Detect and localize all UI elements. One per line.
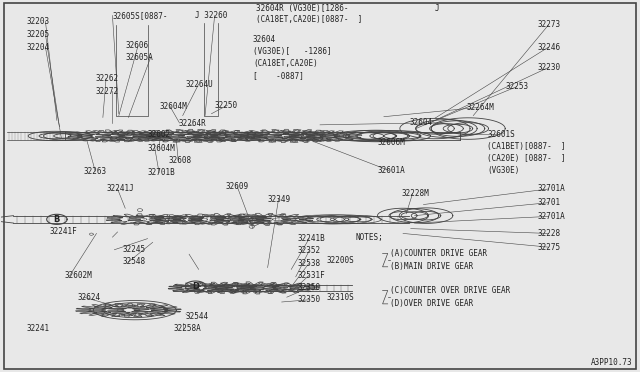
Text: 32604M: 32604M bbox=[148, 144, 175, 153]
Text: (CA18ET,CA20E)[0887-  ]: (CA18ET,CA20E)[0887- ] bbox=[256, 15, 362, 24]
Text: 32272: 32272 bbox=[95, 87, 118, 96]
Text: (CA20E) [0887-  ]: (CA20E) [0887- ] bbox=[487, 154, 566, 163]
Text: (D)OVER DRIVE GEAR: (D)OVER DRIVE GEAR bbox=[390, 299, 474, 308]
Text: 32538: 32538 bbox=[298, 259, 321, 267]
Text: 32230: 32230 bbox=[537, 63, 560, 72]
Text: (A)COUNTER DRIVE GEAR: (A)COUNTER DRIVE GEAR bbox=[390, 249, 488, 258]
Text: 32605A: 32605A bbox=[125, 52, 153, 61]
Text: 32241F: 32241F bbox=[49, 227, 77, 237]
Text: 32604M: 32604M bbox=[159, 102, 187, 111]
Text: 32253: 32253 bbox=[505, 82, 529, 91]
Text: 32204: 32204 bbox=[26, 42, 49, 51]
Text: J: J bbox=[435, 4, 440, 13]
Text: 32275: 32275 bbox=[537, 243, 560, 251]
Text: 32241: 32241 bbox=[26, 324, 49, 333]
Text: B: B bbox=[54, 215, 60, 224]
Text: 32701: 32701 bbox=[537, 198, 560, 207]
Text: NOTES;: NOTES; bbox=[355, 232, 383, 242]
Text: J 32260: J 32260 bbox=[195, 11, 228, 20]
Text: 32205: 32205 bbox=[26, 29, 49, 39]
Text: 32544: 32544 bbox=[186, 312, 209, 321]
Text: 32250: 32250 bbox=[214, 101, 237, 110]
Text: 32606: 32606 bbox=[125, 41, 148, 50]
Text: 32228M: 32228M bbox=[402, 189, 429, 198]
Text: 32609: 32609 bbox=[225, 182, 248, 190]
Text: 32310S: 32310S bbox=[326, 293, 354, 302]
Text: 32241J: 32241J bbox=[106, 185, 134, 193]
Text: 32203: 32203 bbox=[26, 17, 49, 26]
Text: (C)COUNTER OVER DRIVE GEAR: (C)COUNTER OVER DRIVE GEAR bbox=[390, 286, 511, 295]
Text: 32531F: 32531F bbox=[298, 271, 325, 280]
Text: 32350: 32350 bbox=[298, 283, 321, 292]
Text: 32602: 32602 bbox=[148, 130, 171, 140]
Text: 32258A: 32258A bbox=[173, 324, 201, 333]
Text: [    -0887]: [ -0887] bbox=[253, 71, 304, 80]
Text: 32606M: 32606M bbox=[378, 138, 405, 147]
Text: (VG30E): (VG30E) bbox=[487, 166, 520, 175]
Text: 32241B: 32241B bbox=[298, 234, 325, 243]
Text: (VG30E)[   -1286]: (VG30E)[ -1286] bbox=[253, 47, 332, 56]
Text: 32701B: 32701B bbox=[148, 168, 175, 177]
Text: 32264M: 32264M bbox=[467, 103, 495, 112]
Text: 32601A: 32601A bbox=[378, 166, 405, 175]
Text: 32245: 32245 bbox=[122, 245, 145, 254]
Text: (CA1BET)[0887-  ]: (CA1BET)[0887- ] bbox=[487, 142, 566, 151]
Text: 32602M: 32602M bbox=[65, 271, 92, 280]
Text: 32263: 32263 bbox=[84, 167, 107, 176]
Text: (CA18ET,CA20E): (CA18ET,CA20E) bbox=[253, 59, 317, 68]
Text: A3PP10.73: A3PP10.73 bbox=[591, 357, 633, 366]
Text: 32352: 32352 bbox=[298, 246, 321, 255]
Text: 32349: 32349 bbox=[268, 195, 291, 204]
Text: 32608: 32608 bbox=[168, 156, 191, 165]
Text: 32701A: 32701A bbox=[537, 212, 565, 221]
Text: 32548: 32548 bbox=[122, 257, 145, 266]
Text: 32273: 32273 bbox=[537, 20, 560, 29]
Text: 32350: 32350 bbox=[298, 295, 321, 304]
Text: 32200S: 32200S bbox=[326, 256, 354, 264]
Text: 32246: 32246 bbox=[537, 42, 560, 51]
Text: 32601S: 32601S bbox=[487, 130, 515, 140]
Text: 32624: 32624 bbox=[77, 293, 100, 302]
Text: D: D bbox=[192, 282, 199, 291]
Text: 32604R (VG30E)[1286-: 32604R (VG30E)[1286- bbox=[256, 4, 349, 13]
Text: 32605S[0887-: 32605S[0887- bbox=[113, 11, 168, 20]
Text: 32604: 32604 bbox=[410, 119, 433, 128]
Text: 32604: 32604 bbox=[253, 35, 276, 44]
Text: (B)MAIN DRIVE GEAR: (B)MAIN DRIVE GEAR bbox=[390, 262, 474, 271]
Text: 32264R: 32264R bbox=[178, 119, 206, 128]
Text: 32262: 32262 bbox=[95, 74, 118, 83]
Text: 32264U: 32264U bbox=[186, 80, 214, 89]
Text: 32228: 32228 bbox=[537, 229, 560, 238]
Text: 32701A: 32701A bbox=[537, 185, 565, 193]
